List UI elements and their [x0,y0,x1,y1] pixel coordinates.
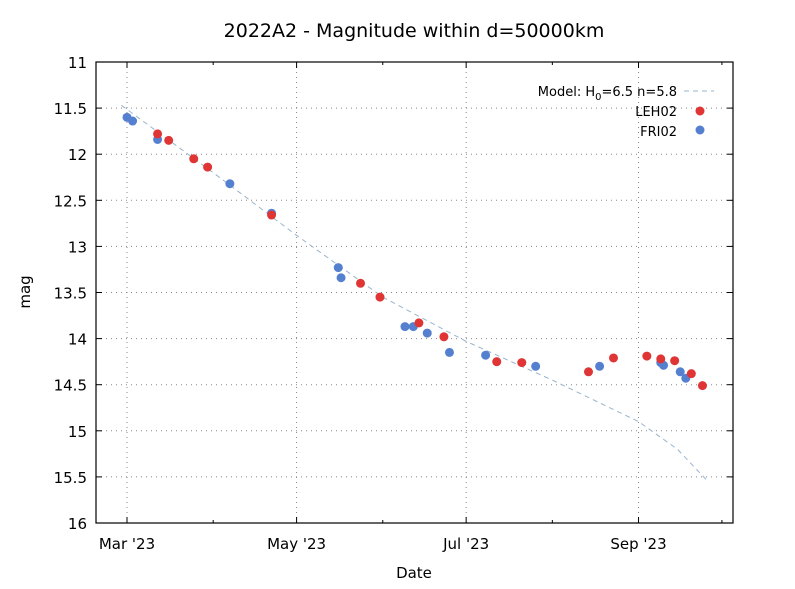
data-point-leh02 [670,356,680,366]
data-point-leh02 [267,210,277,220]
plot-frame [95,61,734,524]
y-tick-label: 13 [68,238,87,256]
legend: Model: H0=6.5 n=5.8 LEH02 FRI02 [538,85,714,140]
x-tick-label: Mar '23 [99,535,155,553]
data-point-fri02 [422,328,432,338]
model-line [121,104,709,482]
data-point-fri02 [225,179,235,189]
data-point-leh02 [439,332,449,342]
y-tick-label: 11 [68,54,87,72]
y-tick-label: 12 [68,146,87,164]
legend-leh02-marker [695,106,705,116]
model-curve [121,104,709,482]
legend-fri02-marker [695,125,705,135]
y-tick-label: 14 [68,331,87,349]
y-axis-label: mag [16,275,34,308]
legend-leh02-label: LEH02 [635,105,677,120]
data-point-leh02 [609,353,618,363]
data-point-leh02 [375,292,385,302]
data-point-leh02 [697,381,707,391]
y-tick-label: 13.5 [54,285,87,303]
legend-fri02-label: FRI02 [640,125,677,140]
y-tick-label: 11.5 [54,100,87,118]
y-tick-label: 16 [68,515,87,533]
data-point-fri02 [400,322,410,332]
y-tick-label: 12.5 [54,192,87,210]
data-point-leh02 [414,318,424,328]
data-point-leh02 [517,358,527,368]
data-point-fri02 [595,361,605,371]
data-point-leh02 [164,135,174,145]
y-tick-label: 15 [68,423,87,441]
data-point-fri02 [333,263,343,273]
axis-ticks: 11 11.5 12 12.5 13 13.5 14 14.5 15 15.5 16 Mar '23 M… [54,54,733,553]
x-tick-label: Sep '23 [610,535,666,553]
y-tick-label: 15.5 [54,469,87,487]
data-point-leh02 [583,367,593,377]
grid [96,62,733,523]
data-point-leh02 [153,129,163,139]
data-point-fri02 [336,273,346,283]
legend-model-label: Model: H0=6.5 n=5.8 [538,85,677,103]
data-point-leh02 [656,354,666,364]
data-point-leh02 [492,357,502,367]
data-point-fri02 [128,116,138,126]
x-tick-label: Jul '23 [442,535,489,553]
y-tick-label: 14.5 [54,377,87,395]
data-point-leh02 [203,162,213,172]
x-axis-label: Date [396,564,432,582]
data-point-leh02 [642,351,652,361]
data-point-fri02 [675,367,685,377]
chart-title: 2022A2 - Magnitude within d=50000km [224,20,605,42]
data-point-fri02 [481,350,491,360]
data-point-fri02 [444,347,454,357]
data-point-leh02 [189,154,199,164]
data-point-fri02 [531,361,541,371]
data-points [122,112,707,391]
data-point-leh02 [686,369,696,379]
x-tick-label: May '23 [267,535,326,553]
data-point-leh02 [356,278,366,288]
